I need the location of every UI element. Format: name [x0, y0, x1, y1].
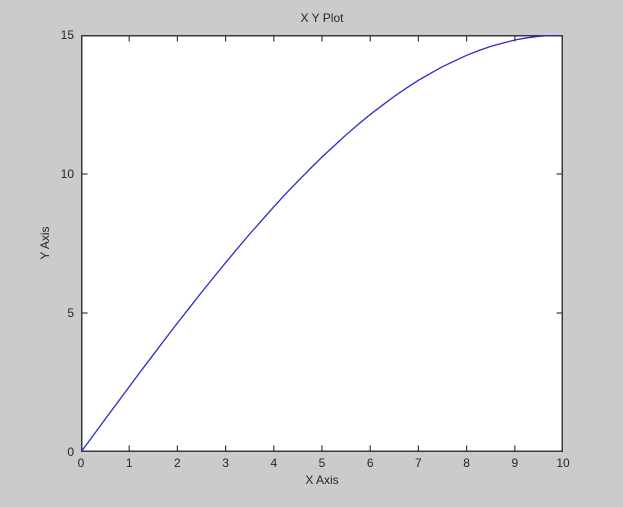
plot-border	[81, 35, 563, 452]
y-axis-label: Y Axis	[38, 226, 52, 260]
y-tick-label: 15	[60, 28, 74, 42]
x-tick-label: 5	[318, 456, 326, 470]
x-tick-label: 7	[415, 456, 422, 470]
plot-svg	[81, 35, 563, 452]
x-tick-label: 4	[270, 456, 278, 470]
x-tick-label: 9	[511, 456, 519, 470]
x-tick-label: 8	[463, 456, 470, 470]
x-tick-label: 6	[366, 456, 374, 470]
x-axis-label: X Axis	[305, 473, 339, 487]
x-tick-label: 0	[77, 456, 85, 470]
y-tick-label: 10	[60, 167, 74, 181]
data-line	[81, 35, 563, 452]
y-tick-label: 0	[67, 445, 74, 459]
x-tick-label: 2	[174, 456, 181, 470]
plot-area	[81, 35, 563, 452]
y-tick-label: 5	[67, 306, 74, 320]
x-tick-label: 10	[556, 456, 570, 470]
x-tick-label: 3	[222, 456, 229, 470]
x-tick-label: 1	[125, 456, 133, 470]
chart-title: X Y Plot	[300, 11, 344, 25]
